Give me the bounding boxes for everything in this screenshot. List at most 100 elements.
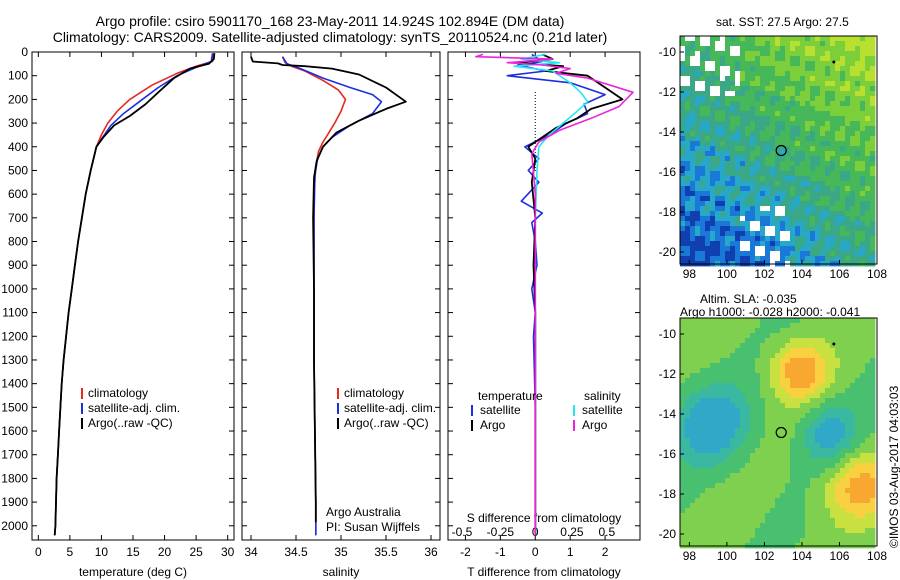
legend-label: climatology xyxy=(88,386,148,400)
x-tick-label: 34 xyxy=(244,545,258,559)
sla-map-title-1: Altim. SLA: -0.035 xyxy=(700,292,797,306)
series-line-3 xyxy=(475,53,634,536)
argo-australia-text: Argo Australia xyxy=(326,505,401,519)
plot-frame-0 xyxy=(31,51,235,541)
plot-frame-1 xyxy=(241,51,441,541)
lat-tick-label: -18 xyxy=(659,205,677,219)
x-tick-label: 35 xyxy=(334,545,348,559)
y-tick-label: 300 xyxy=(8,116,28,130)
legend-label: satellite-adj. clim. xyxy=(344,401,436,415)
x-tick-label: 20 xyxy=(158,545,172,559)
pi-text: PI: Susan Wijffels xyxy=(326,520,420,534)
legend-label: satellite xyxy=(582,403,623,417)
x-tick-label: 2 xyxy=(602,545,609,559)
y-tick-label: 1600 xyxy=(1,424,28,438)
legend-label: satellite-adj. clim. xyxy=(88,401,180,415)
legend-title: salinity xyxy=(584,389,621,403)
lat-tick-label: -18 xyxy=(659,487,677,501)
y-tick-label: 600 xyxy=(8,187,28,201)
y-tick-label: 1000 xyxy=(1,282,28,296)
x-tick-label: 5 xyxy=(67,545,74,559)
series-line-2 xyxy=(513,53,589,536)
imos-credit: ©IMOS 03-Aug-2017 04:03:03 xyxy=(887,385,900,548)
chart-title-line1: Argo profile: csiro 5901170_168 23-May-2… xyxy=(95,13,565,29)
y-tick-label: 2000 xyxy=(1,519,28,533)
lon-tick-label: 108 xyxy=(867,549,887,563)
lon-tick-label: 104 xyxy=(792,549,812,563)
lat-tick-label: -12 xyxy=(659,85,677,99)
series-line-0 xyxy=(506,53,606,536)
x-tick-label: -2 xyxy=(460,545,471,559)
legend-label: Argo(..raw -QC) xyxy=(88,416,173,430)
lat-tick-label: -20 xyxy=(659,245,677,259)
y-tick-label: 1300 xyxy=(1,353,28,367)
map-frame xyxy=(679,317,878,547)
series-line-1 xyxy=(53,53,214,536)
y-tick-label: 700 xyxy=(8,211,28,225)
lat-tick-label: -16 xyxy=(659,447,677,461)
x-tick-label: 0 xyxy=(532,545,539,559)
sst-map xyxy=(680,36,876,267)
y-tick-label: 1400 xyxy=(1,377,28,391)
y-tick-label: 900 xyxy=(8,258,28,272)
island-marker xyxy=(832,60,836,64)
top-tick-label: 0.25 xyxy=(560,525,584,539)
y-tick-label: 100 xyxy=(8,69,28,83)
x-tick-label: 1 xyxy=(567,545,574,559)
series-line-0 xyxy=(53,53,215,536)
lon-tick-label: 102 xyxy=(754,549,774,563)
y-tick-label: 500 xyxy=(8,163,28,177)
x-tick-label: 34.5 xyxy=(284,545,308,559)
x-axis-label: temperature (deg C) xyxy=(79,565,187,579)
lon-tick-label: 104 xyxy=(792,267,812,281)
lon-tick-label: 106 xyxy=(829,549,849,563)
lon-tick-label: 98 xyxy=(683,267,697,281)
legend-title: temperature xyxy=(478,389,543,403)
legend-label: Argo xyxy=(480,418,506,432)
lat-tick-label: -20 xyxy=(659,527,677,541)
x-tick-label: 25 xyxy=(189,545,203,559)
sst-map-title: sat. SST: 27.5 Argo: 27.5 xyxy=(716,15,849,29)
lat-tick-label: -16 xyxy=(659,165,677,179)
x-tick-label: 0 xyxy=(35,545,42,559)
argo-position-marker xyxy=(775,426,787,439)
legend-label: climatology xyxy=(344,386,404,400)
lat-tick-label: -14 xyxy=(659,407,677,421)
y-tick-label: 400 xyxy=(8,140,28,154)
lon-tick-label: 102 xyxy=(754,267,774,281)
y-tick-label: 200 xyxy=(8,92,28,106)
lon-tick-label: 100 xyxy=(717,549,737,563)
top-tick-label: -0.25 xyxy=(487,525,515,539)
top-axis-label: S difference from climatology xyxy=(467,511,622,525)
y-tick-label: 1500 xyxy=(1,400,28,414)
series-line-2 xyxy=(250,56,407,523)
legend-label: satellite xyxy=(480,403,521,417)
y-tick-label: 1800 xyxy=(1,471,28,485)
x-axis-label: T difference from climatology xyxy=(467,565,621,579)
y-tick-label: 1700 xyxy=(1,448,28,462)
y-tick-label: 1200 xyxy=(1,329,28,343)
x-tick-label: 30 xyxy=(221,545,235,559)
lon-tick-label: 100 xyxy=(717,267,737,281)
sla-map-title-2: Argo h1000: -0.028 h2000: -0.041 xyxy=(680,305,861,319)
plot-frame-2 xyxy=(447,51,641,541)
y-tick-label: 0 xyxy=(21,45,28,59)
x-tick-label: 10 xyxy=(95,545,109,559)
x-tick-label: -1 xyxy=(495,545,506,559)
sla-map xyxy=(680,318,876,549)
x-tick-label: 15 xyxy=(126,545,140,559)
lon-tick-label: 108 xyxy=(867,267,887,281)
top-tick-label: 0.5 xyxy=(598,525,615,539)
series-line-2 xyxy=(53,53,216,536)
legend-label: Argo(..raw -QC) xyxy=(344,416,429,430)
lat-tick-label: -14 xyxy=(659,125,677,139)
lat-tick-label: -12 xyxy=(659,367,677,381)
lat-tick-label: -10 xyxy=(659,327,677,341)
y-tick-label: 1100 xyxy=(2,306,28,320)
x-axis-label: salinity xyxy=(323,565,360,579)
lon-tick-label: 106 xyxy=(829,267,849,281)
y-tick-label: 800 xyxy=(8,235,28,249)
island-marker xyxy=(832,342,836,346)
legend-label: Argo xyxy=(582,418,608,432)
